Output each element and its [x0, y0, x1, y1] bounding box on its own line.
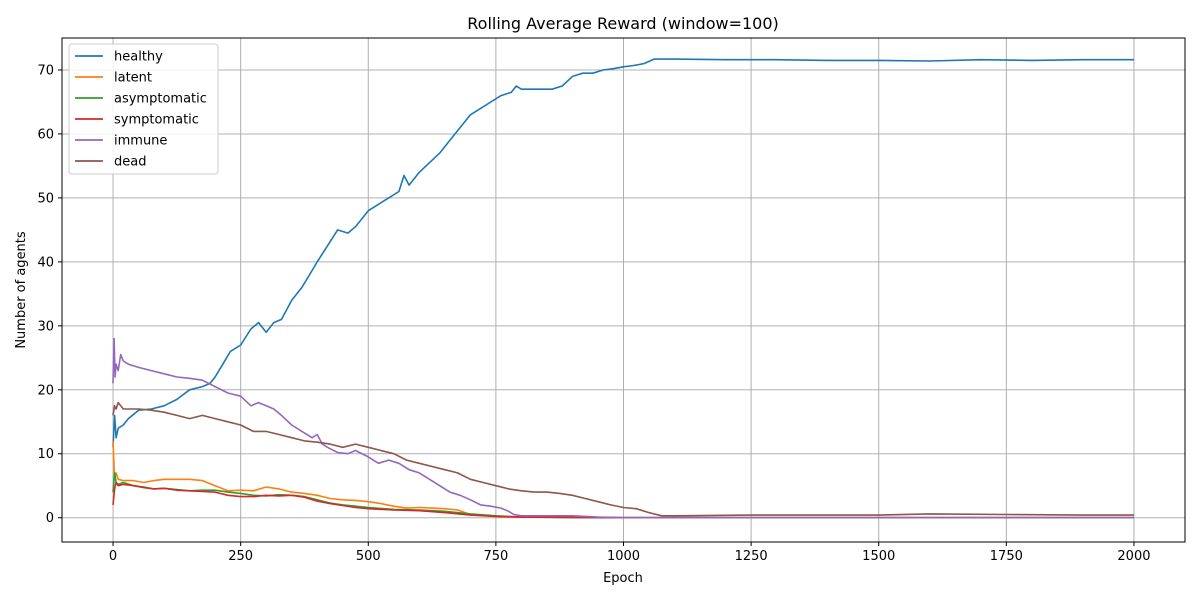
legend-label-symptomatic: symptomatic	[114, 113, 199, 128]
y-axis: 0 10 20 30 40 50 60 70	[37, 63, 62, 526]
x-tick-label: 750	[483, 549, 508, 564]
y-tick-label: 60	[37, 127, 54, 142]
legend-label-immune: immune	[114, 134, 167, 149]
x-tick-label: 1250	[735, 549, 768, 564]
y-tick-label: 40	[37, 255, 54, 270]
legend-label-asymptomatic: asymptomatic	[114, 92, 207, 107]
y-tick-label: 10	[37, 447, 54, 462]
y-tick-label: 30	[37, 319, 54, 334]
legend-label-latent: latent	[114, 71, 152, 86]
y-axis-label: Number of agents	[14, 231, 29, 349]
x-axis: 0 250 500 750 1000 1250 1500 1750 2000	[109, 542, 1151, 564]
legend-label-healthy: healthy	[114, 50, 163, 65]
x-tick-label: 1750	[990, 549, 1023, 564]
x-tick-label: 250	[228, 549, 253, 564]
series-layer	[112, 58, 1134, 519]
legend-box	[68, 43, 219, 175]
series-line-symptomatic	[112, 481, 1134, 519]
x-axis-label: Epoch	[603, 571, 643, 586]
y-tick-label: 50	[37, 191, 54, 206]
x-tick-label: 0	[109, 549, 117, 564]
x-tick-label: 1000	[607, 549, 640, 564]
series-line-immune	[112, 337, 1134, 519]
chart-title: Rolling Average Reward (window=100)	[467, 14, 779, 33]
y-tick-label: 20	[37, 383, 54, 398]
x-tick-label: 500	[356, 549, 381, 564]
legend-label-dead: dead	[114, 155, 146, 170]
y-tick-label: 70	[37, 63, 54, 78]
y-tick-label: 0	[46, 511, 54, 526]
series-line-dead	[112, 401, 1134, 517]
x-tick-label: 1500	[862, 549, 895, 564]
x-tick-label: 2000	[1117, 549, 1150, 564]
legend: healthy latent asymptomatic symptomatic immu…	[68, 43, 219, 175]
